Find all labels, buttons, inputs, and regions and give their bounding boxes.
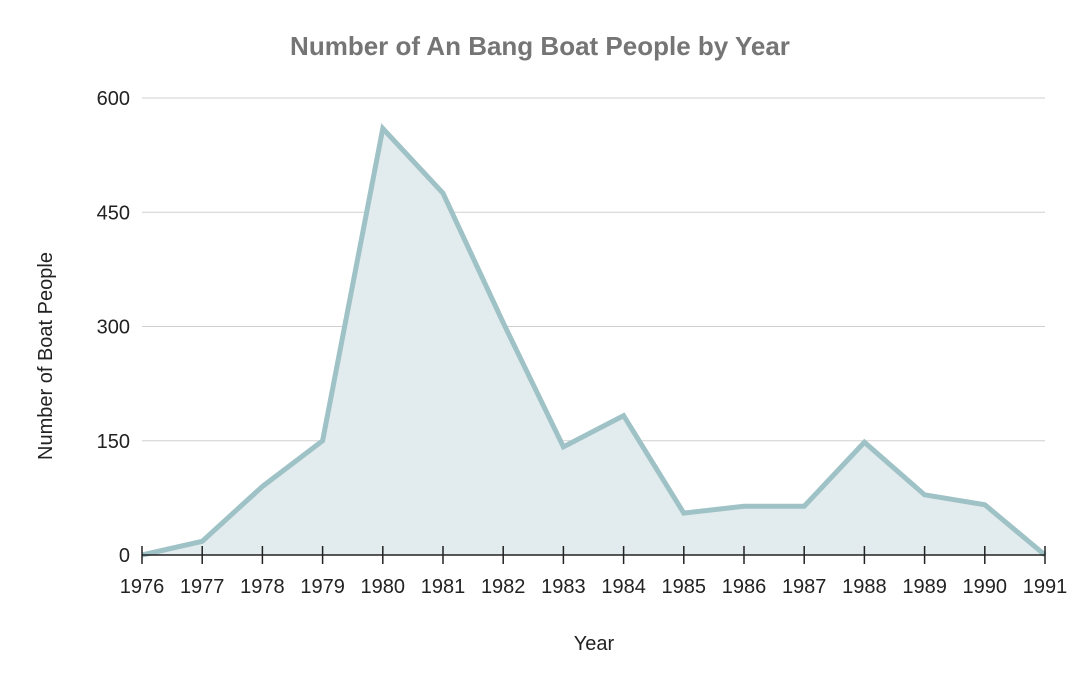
y-tick-label: 150 [97, 431, 130, 453]
area-fill [142, 128, 1045, 555]
x-tick-label: 1987 [782, 576, 827, 598]
x-tick-label: 1978 [240, 576, 285, 598]
data-area [141, 123, 1047, 558]
x-axis-ticks: 1976 1977 1978 1979 1980 1981 1982 1983 1984 1985… [120, 546, 1068, 598]
x-tick-label: 1986 [722, 576, 767, 598]
series-line [141, 123, 1047, 558]
x-tick-label: 1980 [361, 576, 406, 598]
chart-title: Number of An Bang Boat People by Year [290, 31, 790, 61]
x-tick-label: 1983 [541, 576, 586, 598]
x-tick-label: 1981 [421, 576, 466, 598]
x-tick-label: 1989 [902, 576, 947, 598]
x-tick-label: 1988 [842, 576, 887, 598]
x-tick-label: 1977 [180, 576, 225, 598]
x-tick-label: 1985 [662, 576, 707, 598]
x-axis-title: Year [574, 633, 615, 655]
y-axis-title: Number of Boat People [35, 252, 57, 460]
y-tick-label: 600 [97, 88, 130, 110]
x-tick-label: 1991 [1023, 576, 1068, 598]
x-tick-label: 1976 [120, 576, 165, 598]
x-tick-label: 1984 [601, 576, 646, 598]
gridlines [142, 97, 1045, 442]
x-tick-label: 1990 [963, 576, 1008, 598]
x-tick-label: 1982 [481, 576, 526, 598]
y-tick-label: 300 [97, 317, 130, 339]
y-axis-ticks: 0 150 300 450 600 [97, 88, 130, 567]
y-tick-label: 450 [97, 202, 130, 224]
y-tick-label: 0 [119, 545, 130, 567]
x-tick-label: 1979 [300, 576, 345, 598]
